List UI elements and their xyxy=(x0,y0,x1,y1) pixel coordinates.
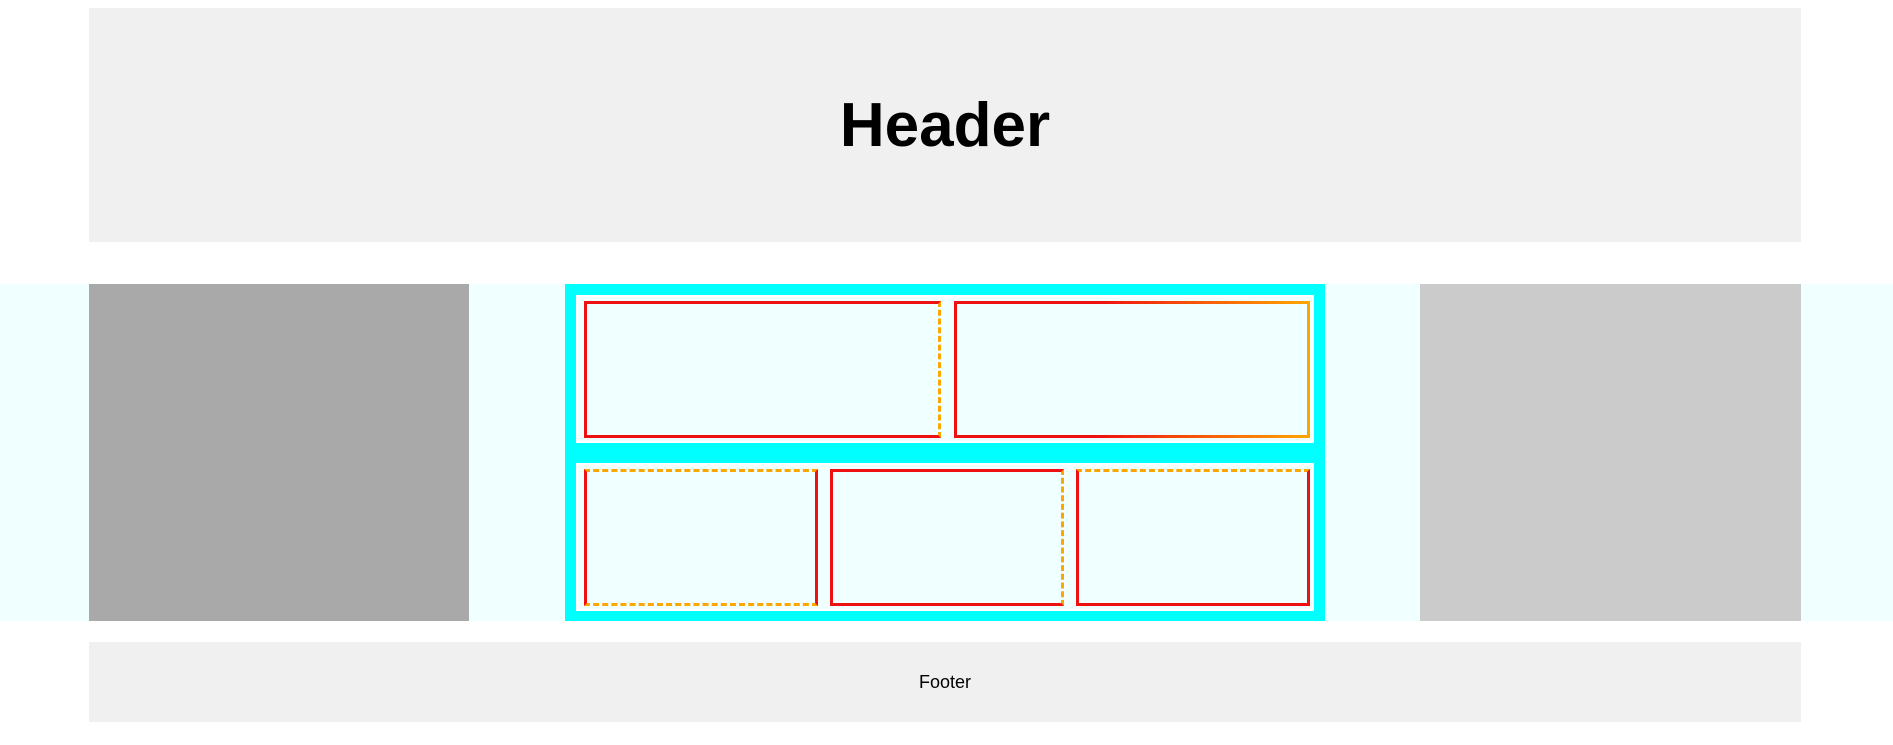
main-content xyxy=(565,284,1325,621)
grid-cell xyxy=(954,301,1310,438)
grid-cell xyxy=(830,469,1064,606)
header-title: Header xyxy=(839,90,1051,160)
left-sidebar xyxy=(89,284,469,621)
right-sidebar xyxy=(1420,284,1801,621)
content-row-top xyxy=(576,295,1314,443)
footer-text: Footer xyxy=(918,671,972,692)
page-footer: Footer xyxy=(89,642,1801,722)
page-header: Header xyxy=(89,8,1801,242)
grid-cell xyxy=(584,301,941,438)
content-row-bottom xyxy=(576,463,1314,611)
grid-cell xyxy=(584,469,818,606)
grid-cell xyxy=(1076,469,1310,606)
